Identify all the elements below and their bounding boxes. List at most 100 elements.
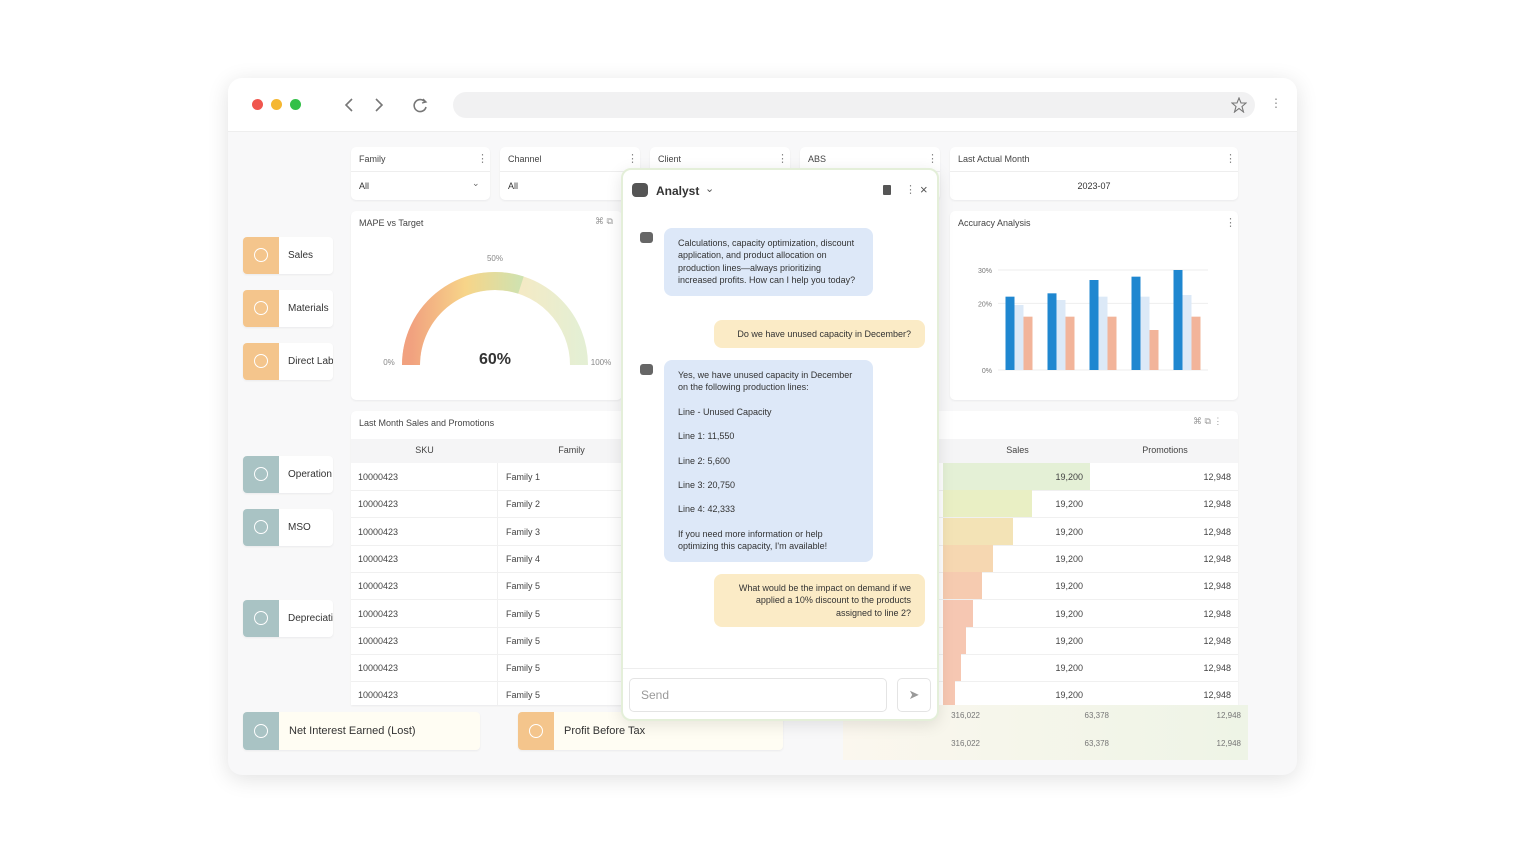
total-cell: 12,948	[1216, 711, 1241, 720]
gauge-tools[interactable]: ⌘ ⧉	[595, 216, 613, 226]
nav-item[interactable]: Depreciati	[243, 600, 333, 637]
browser-menu[interactable]: ⋮	[1270, 96, 1282, 110]
y-tick-label: 30%	[978, 268, 992, 275]
card-icon-glyph	[529, 724, 543, 738]
message-paragraph: Calculations, capacity optimization, dis…	[678, 238, 856, 286]
sales-bar	[943, 572, 982, 600]
bar	[1140, 296, 1150, 370]
card-label: Net Interest Earned (Lost)	[289, 725, 416, 737]
bar	[1089, 280, 1099, 370]
delete-button[interactable]	[883, 185, 891, 195]
assistant-bubble: Yes, we have unused capacity in December…	[664, 360, 873, 562]
reload-arrow	[421, 98, 428, 104]
filter-label: Channel	[508, 154, 542, 164]
nav-item[interactable]: Operation	[243, 456, 333, 493]
more-menu[interactable]: ⋮	[905, 184, 916, 196]
forward-button[interactable]	[375, 98, 384, 112]
gauge: 0% 50% 100% 60%	[383, 254, 611, 368]
cell: 12,948	[1203, 472, 1231, 482]
bookmark-star[interactable]	[1231, 97, 1247, 113]
more-menu[interactable]: ⋮	[927, 153, 938, 165]
gauge-inner-arc	[423, 293, 567, 366]
cell: 19,200	[1055, 663, 1083, 674]
address-bar[interactable]	[453, 92, 1255, 118]
back-button[interactable]	[344, 98, 353, 112]
cell: 19,200	[1055, 690, 1083, 701]
chat-chevron[interactable]: ⌄	[705, 183, 715, 195]
nav-label: Sales	[288, 250, 314, 261]
filter-card: Last Actual Month ⋮ 2023-07	[950, 147, 1238, 200]
column-divider	[497, 599, 498, 627]
cell: 10000423	[358, 663, 399, 674]
table-title: Last Month Sales and Promotions	[359, 418, 495, 428]
cell: Family 1	[506, 472, 541, 482]
cell: 19,200	[1055, 608, 1083, 619]
cell: 12,948	[1203, 690, 1231, 701]
cell: 19,200	[1055, 526, 1083, 537]
chat-title[interactable]: Analyst	[656, 184, 700, 198]
cell: 10000423	[358, 526, 399, 537]
nav-label: Depreciati	[288, 613, 333, 624]
nav-icon-glyph	[254, 354, 268, 368]
column-header: Family	[558, 445, 585, 455]
card-label: Profit Before Tax	[564, 725, 646, 737]
dropdown-chevron[interactable]: ⌄	[472, 178, 480, 188]
cell: 10000423	[358, 635, 399, 646]
cell: 10000423	[358, 553, 399, 564]
nav-label: MSO	[288, 522, 311, 533]
column-divider	[497, 544, 498, 572]
nav-item[interactable]: Sales	[243, 237, 333, 274]
reload-button[interactable]	[413, 98, 427, 113]
total-cell: 12,948	[1216, 739, 1241, 748]
filter-value[interactable]: All	[508, 181, 519, 191]
cell: 10000423	[358, 690, 399, 701]
cell: Family 5	[506, 581, 541, 592]
cell: 12,948	[1203, 581, 1231, 592]
nav-buttons	[344, 98, 428, 113]
close-button[interactable]: ×	[920, 182, 928, 197]
column-divider	[497, 681, 498, 705]
filter-label: Family	[359, 154, 386, 164]
gauge-value: 60%	[479, 351, 511, 368]
sales-bar	[943, 490, 1032, 518]
chat-input[interactable]: Send	[629, 678, 887, 712]
bar	[1005, 296, 1015, 370]
more-menu[interactable]: ⋮	[777, 153, 788, 165]
more-menu[interactable]: ⋮	[1225, 217, 1236, 229]
more-menu[interactable]: ⋮	[477, 153, 488, 165]
bar	[1173, 270, 1183, 370]
bar	[1014, 305, 1024, 370]
summary-card[interactable]: Net Interest Earned (Lost)	[243, 712, 480, 750]
sales-bar	[943, 599, 973, 627]
cell: Family 2	[506, 499, 541, 510]
message-paragraph: Line 2: 5,600	[678, 455, 731, 466]
assistant-avatar	[640, 364, 653, 375]
minimize-dot[interactable]	[271, 99, 282, 110]
sales-bar	[943, 654, 961, 682]
nav-item[interactable]: Materials	[243, 290, 333, 327]
bar	[1149, 330, 1159, 370]
more-menu[interactable]: ⋮	[627, 153, 638, 165]
message-paragraph: Line 1: 11,550	[678, 431, 735, 442]
maximize-dot[interactable]	[290, 99, 301, 110]
table-tools[interactable]: ⌘ ⧉ ⋮	[1193, 416, 1223, 426]
cell: 10000423	[358, 472, 399, 482]
cell: 19,200	[1055, 499, 1083, 510]
column-header: SKU	[415, 445, 434, 455]
filter-card: Channel⋮All⌄	[500, 147, 640, 200]
message-paragraph: If you need more information or help opt…	[678, 528, 828, 552]
assistant-avatar	[640, 232, 653, 243]
more-menu[interactable]: ⋮	[1225, 153, 1236, 165]
nav-item[interactable]: Direct Lab	[243, 343, 333, 380]
filter-value[interactable]: 2023-07	[1077, 181, 1111, 191]
send-button[interactable]: ➤	[897, 678, 931, 712]
total-cell: 316,022	[951, 739, 980, 748]
close-dot[interactable]	[252, 99, 263, 110]
filter-value[interactable]: All	[359, 181, 370, 191]
column-header: Sales	[1006, 445, 1029, 455]
column-divider	[497, 626, 498, 654]
nav-item[interactable]: MSO	[243, 509, 333, 546]
chart: 0% 20% 30%	[978, 268, 1208, 375]
cell: 10000423	[358, 608, 399, 619]
